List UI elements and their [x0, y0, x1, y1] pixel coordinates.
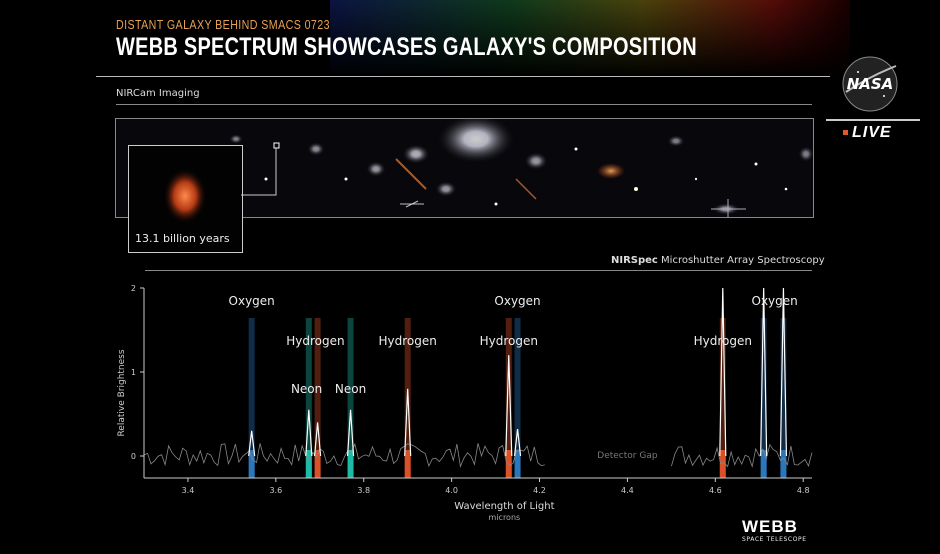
element-label-neon: Neon — [291, 382, 322, 396]
element-label-neon: Neon — [335, 382, 366, 396]
nasa-wordmark: NASA — [847, 75, 894, 93]
x-tick-label: 4.8 — [797, 486, 810, 495]
emission-band-hydrogen — [719, 318, 726, 478]
x-tick-label: 4.2 — [533, 486, 546, 495]
x-tick-label: 4.6 — [709, 486, 722, 495]
galaxy-age-label: 13.1 billion years — [135, 232, 230, 245]
webb-logo: WEBB — [742, 517, 798, 536]
spectrum-segment-right — [671, 443, 813, 468]
inset-connector — [241, 142, 280, 196]
nircam-image — [115, 118, 814, 218]
emission-band-hydrogen — [314, 318, 321, 478]
emission-band-oxygen — [514, 318, 521, 478]
detector-gap-label: Detector Gap — [597, 451, 658, 461]
live-divider — [826, 119, 920, 121]
emission-base-neon — [347, 450, 354, 478]
emission-peak-neon — [305, 409, 313, 457]
emission-band-oxygen — [760, 318, 767, 478]
nirspec-section-label: NIRSpec Microshutter Array Spectroscopy — [611, 255, 825, 266]
x-tick-label: 3.6 — [269, 486, 282, 495]
emission-band-neon — [305, 318, 312, 478]
emission-band-oxygen — [248, 318, 255, 478]
x-tick-label: 3.4 — [182, 486, 195, 495]
x-axis-units: microns — [489, 513, 521, 522]
y-ticks: 0 1 2 — [131, 284, 144, 461]
page-subtitle: DISTANT GALAXY BEHIND SMACS 0723 — [116, 17, 330, 32]
spectrum-chart: 0 1 2 3.4 3.6 3.8 4.0 4.2 4.4 4.6 4.8 Oxygen Hydro… — [117, 284, 813, 522]
emission-base-oxygen — [248, 450, 255, 478]
x-axis-label: Wavelength of Light — [454, 501, 554, 512]
element-label-hydrogen: Hydrogen — [286, 334, 344, 348]
emission-band-neon — [347, 318, 354, 478]
emission-base-oxygen — [780, 450, 787, 478]
top-glow — [330, 0, 850, 78]
emission-peak-hydrogen — [719, 287, 727, 457]
live-dot — [843, 130, 848, 135]
x-tick-label: 3.8 — [357, 486, 370, 495]
emission-base-oxygen — [514, 450, 521, 478]
y-tick-label: 0 — [131, 452, 136, 461]
nasa-logo: NASA — [842, 56, 898, 112]
nircam-section-label: NIRCam Imaging — [116, 88, 200, 99]
galaxy-inset — [128, 145, 243, 253]
nirspec-label-rest: Microshutter Array Spectroscopy — [657, 255, 825, 266]
element-label-oxygen: Oxygen — [494, 294, 540, 308]
emission-peaks — [248, 287, 788, 457]
y-axis-label: Relative Brightness — [117, 349, 127, 436]
element-labels: Oxygen Hydrogen Hydrogen Neon Neon Oxygen Hydr… — [229, 294, 798, 396]
emission-peak-oxygen — [760, 287, 768, 457]
element-label-oxygen: Oxygen — [752, 294, 798, 308]
emission-base-neon — [305, 450, 312, 478]
x-tick-label: 4.4 — [621, 486, 634, 495]
emission-base-hydrogen — [719, 450, 726, 478]
emission-peak-neon — [346, 409, 355, 457]
y-tick-label: 2 — [131, 284, 136, 293]
element-label-oxygen: Oxygen — [229, 294, 275, 308]
spectrum-segment-left — [143, 442, 545, 468]
nirspec-label-bold: NIRSpec — [611, 255, 658, 266]
emission-base-hydrogen — [314, 450, 321, 478]
element-label-hydrogen: Hydrogen — [379, 334, 437, 348]
x-ticks: 3.4 3.6 3.8 4.0 4.2 4.4 4.6 4.8 — [182, 478, 810, 495]
emission-peak-oxygen — [779, 287, 788, 457]
emission-base-hydrogen — [404, 450, 411, 478]
y-tick-label: 1 — [131, 368, 136, 377]
live-badge: LIVE — [852, 124, 892, 141]
webb-logo-subtitle: SPACE TELESCOPE — [742, 536, 807, 543]
emission-peak-hydrogen — [505, 355, 513, 457]
page-title: WEBB SPECTRUM SHOWCASES GALAXY'S COMPOSI… — [116, 33, 697, 61]
spectroscopy-divider — [145, 270, 812, 271]
header-divider — [96, 76, 830, 77]
emission-band-oxygen — [780, 318, 787, 478]
imaging-divider — [116, 104, 812, 105]
emission-peak-oxygen — [248, 430, 256, 457]
noise-spectrum — [143, 442, 813, 468]
galaxy-inset-image — [129, 146, 242, 252]
element-label-hydrogen: Hydrogen — [694, 334, 752, 348]
emission-band-hydrogen — [505, 318, 512, 478]
emission-peak-hydrogen — [313, 422, 322, 457]
x-tick-label: 4.0 — [445, 486, 458, 495]
emission-base-oxygen — [760, 450, 767, 478]
emission-peak-oxygen — [513, 429, 522, 457]
element-label-hydrogen: Hydrogen — [480, 334, 538, 348]
emission-peak-hydrogen — [404, 388, 412, 457]
